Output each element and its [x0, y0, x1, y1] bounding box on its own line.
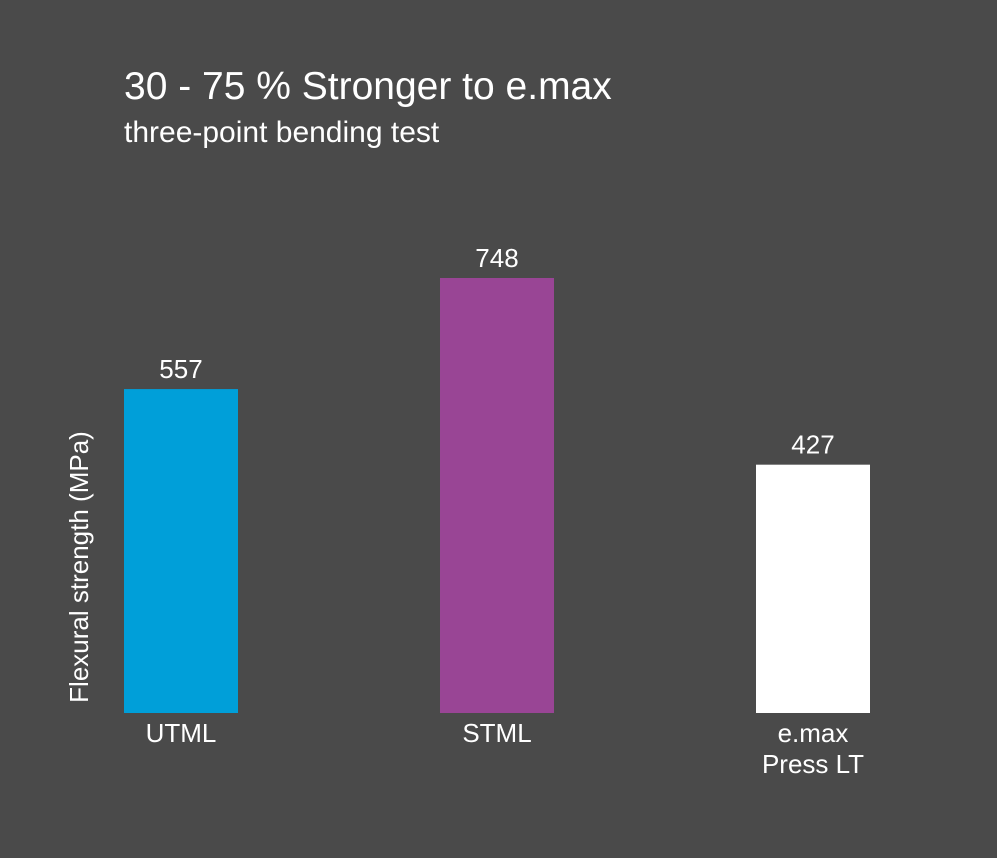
chart-subtitle: three-point bending test	[124, 116, 440, 149]
value-label-2: 427	[791, 430, 834, 460]
value-label-0: 557	[159, 354, 202, 384]
bar-2	[756, 464, 870, 713]
x-tick-label-1-0: STML	[462, 718, 531, 748]
x-tick-label-2-0: e.max	[778, 718, 849, 748]
y-axis-label: Flexural strength (MPa)	[64, 431, 94, 703]
bars-group	[124, 278, 870, 713]
chart-title: 30 - 75 % Stronger to e.max	[124, 65, 612, 108]
bar-0	[124, 389, 238, 713]
value-label-1: 748	[475, 243, 518, 273]
x-tick-label-2-1: Press LT	[762, 749, 864, 779]
bar-1	[440, 278, 554, 713]
x-tick-label-0-0: UTML	[146, 718, 217, 748]
value-labels-group: 557 748 427	[159, 243, 834, 460]
